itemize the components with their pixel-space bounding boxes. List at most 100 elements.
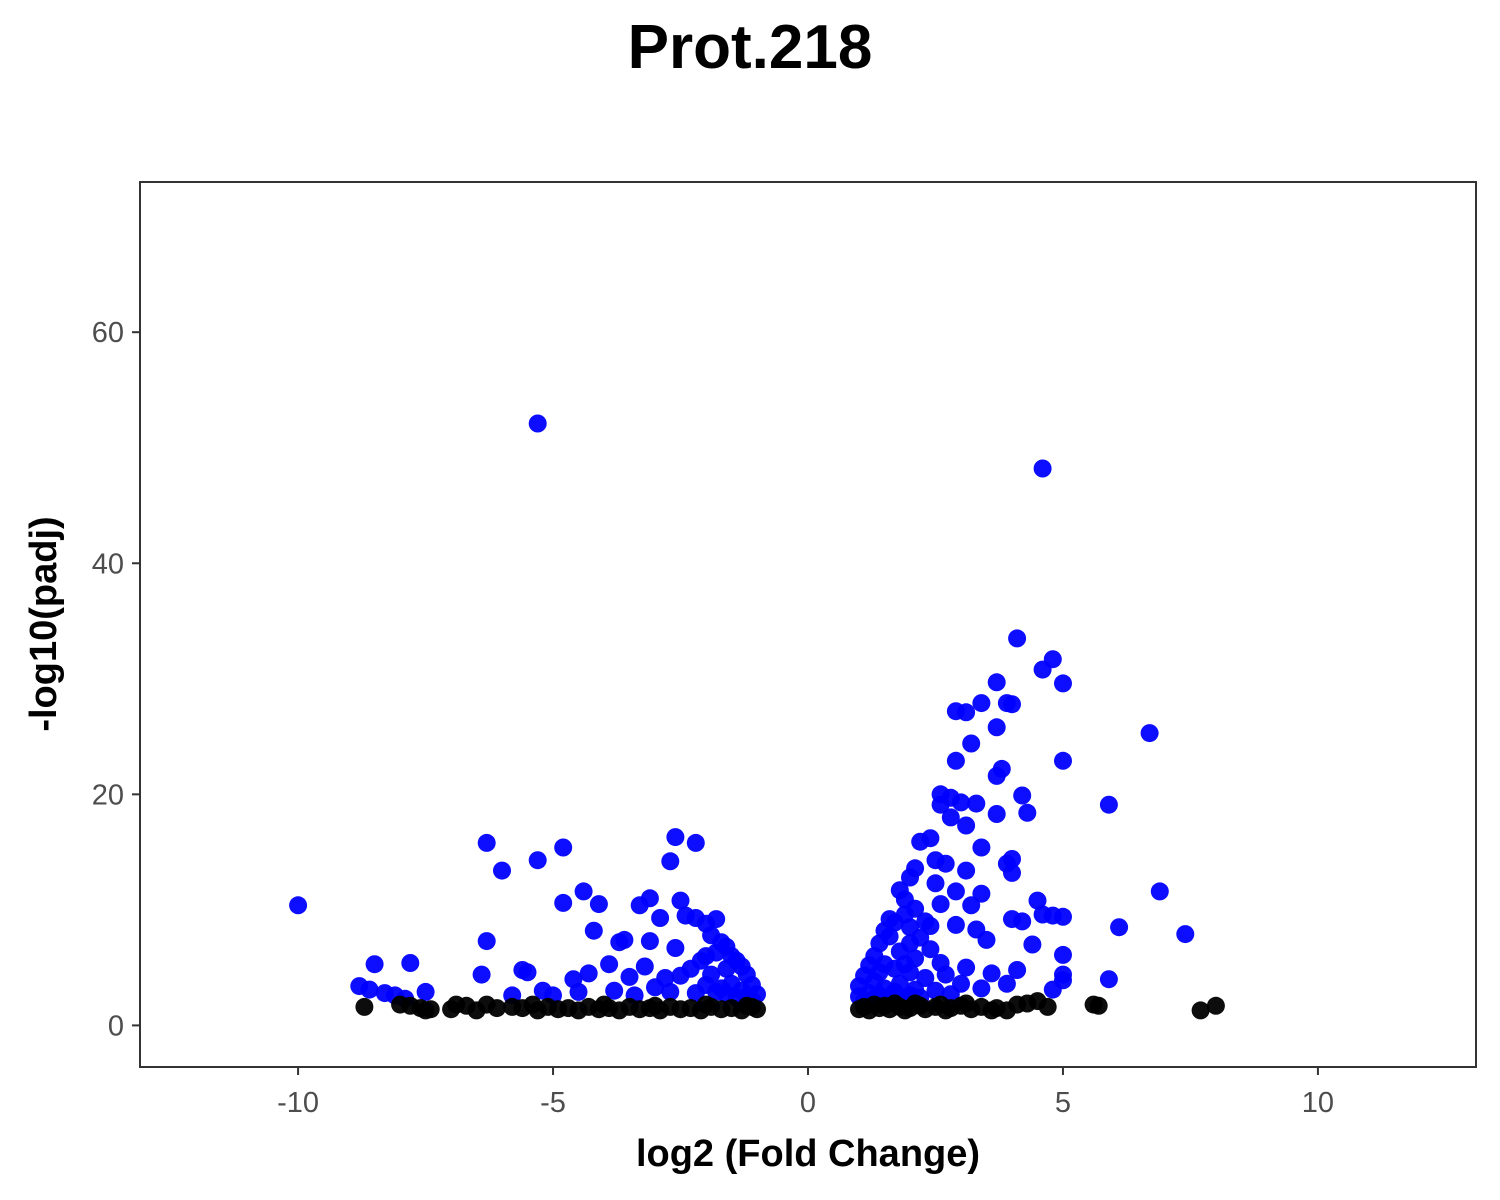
significant-point-172 — [972, 979, 991, 998]
significant-point-82 — [987, 673, 1006, 692]
nonsignificant-point-40 — [467, 1001, 486, 1020]
significant-point-44 — [600, 955, 619, 974]
significant-point-117 — [926, 874, 945, 893]
x-tick-label: 5 — [1055, 1087, 1071, 1119]
nonsignificant-point-67 — [885, 994, 904, 1013]
y-tick-label: 40 — [92, 548, 124, 580]
nonsignificant-point-10 — [487, 999, 506, 1018]
significant-point-68 — [646, 978, 664, 997]
significant-point-155 — [880, 927, 899, 946]
significant-point-81 — [1054, 674, 1072, 693]
significant-point-99 — [967, 794, 986, 813]
significant-point-186 — [880, 910, 899, 929]
nonsignificant-point-41 — [523, 995, 542, 1014]
nonsignificant-point-74 — [1206, 996, 1225, 1015]
significant-point-50 — [533, 981, 552, 1000]
nonsignificant-point-70 — [957, 994, 976, 1013]
significant-point-88 — [987, 718, 1006, 737]
nonsignificant-point-66 — [865, 995, 884, 1014]
significant-point-90 — [962, 734, 981, 753]
nonsignificant-point-39 — [737, 996, 756, 1015]
significant-point-17 — [666, 828, 685, 847]
significant-point-120 — [972, 884, 991, 903]
nonsignificant-point-72 — [1089, 996, 1108, 1015]
significant-point-77 — [1033, 459, 1052, 478]
significant-point-173 — [997, 974, 1016, 993]
significant-point-55 — [401, 954, 420, 972]
significant-point-108 — [911, 832, 930, 851]
significant-point-6 — [554, 893, 573, 912]
significant-point-100 — [1013, 786, 1032, 805]
significant-point-94 — [1054, 751, 1072, 770]
significant-point-134 — [946, 915, 965, 934]
significant-point-40 — [671, 966, 690, 985]
significant-point-111 — [957, 861, 976, 880]
nonsignificant-point-5 — [421, 1000, 440, 1019]
significant-point-14 — [640, 932, 659, 951]
significant-point-146 — [982, 964, 1001, 983]
significant-point-18 — [671, 891, 690, 910]
significant-point-102 — [987, 805, 1006, 823]
significant-point-7 — [574, 882, 593, 901]
significant-point-49 — [513, 961, 532, 979]
significant-point-76 — [707, 982, 726, 1001]
significant-point-114 — [997, 854, 1016, 873]
significant-point-130 — [1176, 925, 1195, 944]
significant-point-187 — [921, 917, 940, 935]
significant-point-137 — [1023, 935, 1042, 954]
nonsignificant-point-37 — [646, 996, 664, 1015]
significant-point-158 — [921, 940, 940, 959]
nonsignificant-point-38 — [697, 995, 715, 1014]
significant-point-128 — [1054, 907, 1072, 926]
significant-point-139 — [1008, 961, 1027, 979]
significant-point-23 — [707, 910, 726, 929]
y-tick-label: 60 — [92, 317, 124, 349]
nonsignificant-point-69 — [931, 995, 950, 1014]
significant-point-83 — [972, 694, 991, 713]
significant-point-185 — [906, 899, 925, 918]
significant-point-110 — [936, 854, 955, 873]
significant-point-85 — [1003, 695, 1021, 714]
nonsignificant-point-65 — [1038, 997, 1057, 1016]
significant-point-93 — [946, 751, 965, 770]
significant-point-5 — [554, 838, 573, 857]
significant-point-70 — [605, 981, 624, 1000]
significant-point-51 — [472, 965, 491, 984]
significant-point-143 — [1043, 980, 1062, 999]
significant-point-13 — [640, 889, 659, 908]
significant-point-103 — [1018, 803, 1037, 822]
nonsignificant-point-68 — [906, 994, 925, 1013]
significant-point-11 — [615, 930, 634, 949]
significant-point-92 — [987, 766, 1006, 785]
x-axis-title: log2 (Fold Change) — [636, 1133, 980, 1175]
axes-layer: -10 -5 0 5 10 0 20 40 60 — [92, 317, 1334, 1119]
significant-point-190 — [895, 955, 914, 974]
significant-point-1 — [528, 414, 547, 433]
y-tick-label: 20 — [92, 779, 124, 811]
nonsignificant-point-36 — [595, 995, 613, 1014]
significant-point-0 — [289, 896, 308, 915]
significant-point-105 — [957, 816, 976, 835]
significant-point-52 — [477, 932, 496, 951]
significant-point-164 — [916, 969, 935, 987]
nonsignificant-point-0 — [355, 997, 374, 1016]
significant-point-189 — [870, 963, 889, 982]
significant-point-145 — [957, 958, 976, 977]
x-tick-label: 10 — [1302, 1087, 1334, 1119]
significant-point-43 — [620, 967, 639, 986]
significant-point-58 — [360, 980, 379, 999]
significant-point-42 — [635, 957, 654, 976]
significant-point-124 — [931, 895, 950, 914]
significant-point-80 — [1033, 660, 1052, 679]
x-tick-label: -5 — [540, 1087, 566, 1119]
significant-point-37 — [717, 959, 736, 978]
significant-point-56 — [416, 982, 435, 1001]
significant-point-78 — [1008, 629, 1027, 648]
significant-point-125 — [962, 896, 981, 915]
significant-point-129 — [1110, 918, 1129, 937]
significant-point-66 — [686, 984, 705, 1003]
panel-border — [139, 181, 1477, 1068]
x-tick-label: -10 — [277, 1087, 319, 1119]
significant-point-2 — [477, 833, 496, 852]
